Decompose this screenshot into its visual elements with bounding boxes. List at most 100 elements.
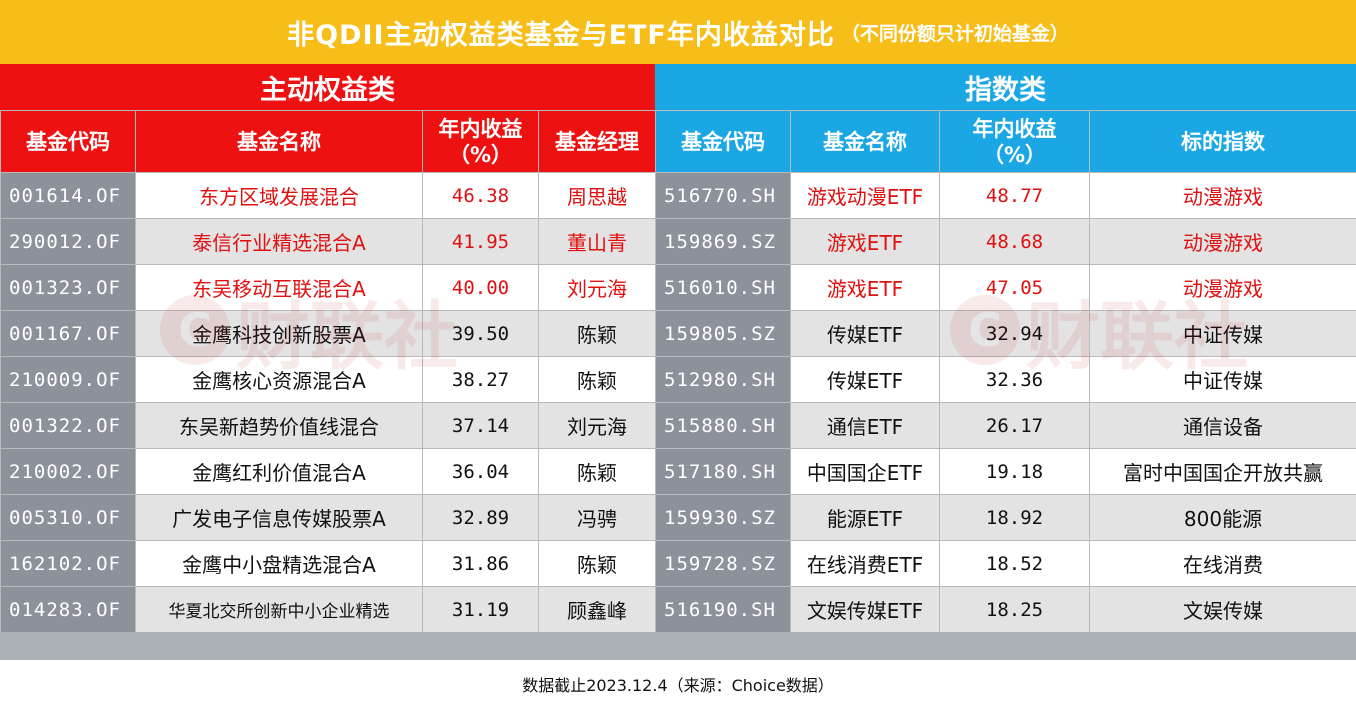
fund-manager: 顾鑫峰 <box>538 586 656 633</box>
index-fund-name: 中国国企ETF <box>790 448 940 495</box>
comparison-table: 基金代码 基金名称 年内收益 （%） 基金经理 基金代码 基金名称 年内收益 （… <box>0 110 1356 633</box>
active-fund-return: 36.04 <box>422 448 539 495</box>
index-fund-return: 18.52 <box>939 540 1090 587</box>
active-fund-name: 东吴移动互联混合A <box>135 264 423 311</box>
index-fund-return: 26.17 <box>939 402 1090 449</box>
fund-manager: 陈颖 <box>538 540 656 587</box>
index-fund-code: 516010.SH <box>655 264 791 311</box>
index-fund-code: 159930.SZ <box>655 494 791 541</box>
fund-manager: 刘元海 <box>538 402 656 449</box>
fund-manager: 冯骋 <box>538 494 656 541</box>
active-fund-name: 华夏北交所创新中小企业精选 <box>135 586 423 633</box>
active-fund-code: 005310.OF <box>0 494 136 541</box>
active-fund-return: 31.86 <box>422 540 539 587</box>
active-fund-return: 39.50 <box>422 310 539 357</box>
active-fund-return: 37.14 <box>422 402 539 449</box>
source-note: 数据截止2023.12.4（来源：Choice数据） <box>0 660 1356 708</box>
section-header-active: 主动权益类 <box>0 64 655 110</box>
active-fund-code: 001167.OF <box>0 310 136 357</box>
active-fund-return: 41.95 <box>422 218 539 265</box>
active-fund-code: 210009.OF <box>0 356 136 403</box>
tracked-index: 在线消费 <box>1089 540 1356 587</box>
index-fund-name: 游戏ETF <box>790 218 940 265</box>
fund-manager: 刘元海 <box>538 264 656 311</box>
fund-manager: 陈颖 <box>538 310 656 357</box>
active-fund-code: 001322.OF <box>0 402 136 449</box>
header-cell: 年内收益 （%） <box>939 110 1090 173</box>
table-row: 001322.OF 东吴新趋势价值线混合 37.14 刘元海 515880.SH 通信ET… <box>0 402 1356 449</box>
index-fund-return: 32.36 <box>939 356 1090 403</box>
header-cell: 基金名称 <box>135 110 423 173</box>
chart-title: 非QDII主动权益类基金与ETF年内收益对比 <box>287 19 835 51</box>
index-fund-code: 159805.SZ <box>655 310 791 357</box>
index-fund-return: 18.25 <box>939 586 1090 633</box>
active-fund-code: 290012.OF <box>0 218 136 265</box>
tracked-index: 动漫游戏 <box>1089 264 1356 311</box>
tracked-index: 动漫游戏 <box>1089 172 1356 219</box>
title-bar: 非QDII主动权益类基金与ETF年内收益对比 （不同份额只计初始基金） <box>0 0 1356 65</box>
index-fund-name: 游戏ETF <box>790 264 940 311</box>
active-fund-name: 金鹰科技创新股票A <box>135 310 423 357</box>
fund-manager: 周思越 <box>538 172 656 219</box>
header-cell: 标的指数 <box>1089 110 1356 173</box>
tracked-index: 通信设备 <box>1089 402 1356 449</box>
index-fund-code: 515880.SH <box>655 402 791 449</box>
index-fund-code: 512980.SH <box>655 356 791 403</box>
active-fund-return: 40.00 <box>422 264 539 311</box>
fund-manager: 陈颖 <box>538 448 656 495</box>
index-fund-code: 516770.SH <box>655 172 791 219</box>
header-cell: 基金经理 <box>538 110 656 173</box>
active-fund-code: 001614.OF <box>0 172 136 219</box>
tracked-index: 动漫游戏 <box>1089 218 1356 265</box>
fund-manager: 陈颖 <box>538 356 656 403</box>
index-fund-name: 游戏动漫ETF <box>790 172 940 219</box>
table-row: 210002.OF 金鹰红利价值混合A 36.04 陈颖 517180.SH 中国国企ET… <box>0 448 1356 495</box>
chart-subtitle: （不同份额只计初始基金） <box>840 22 1069 45</box>
header-cell: 基金代码 <box>0 110 136 173</box>
header-cell: 基金名称 <box>790 110 940 173</box>
index-fund-return: 32.94 <box>939 310 1090 357</box>
section-header-index: 指数类 <box>655 64 1356 110</box>
active-fund-return: 31.19 <box>422 586 539 633</box>
active-fund-name: 东吴新趋势价值线混合 <box>135 402 423 449</box>
tracked-index: 中证传媒 <box>1089 356 1356 403</box>
index-fund-return: 48.77 <box>939 172 1090 219</box>
active-fund-name: 金鹰红利价值混合A <box>135 448 423 495</box>
active-fund-code: 210002.OF <box>0 448 136 495</box>
index-fund-name: 通信ETF <box>790 402 940 449</box>
tracked-index: 富时中国国企开放共赢 <box>1089 448 1356 495</box>
index-fund-return: 19.18 <box>939 448 1090 495</box>
index-fund-code: 517180.SH <box>655 448 791 495</box>
header-row: 基金代码 基金名称 年内收益 （%） 基金经理 基金代码 基金名称 年内收益 （… <box>0 110 1356 173</box>
index-fund-return: 47.05 <box>939 264 1090 311</box>
table-row: 001167.OF 金鹰科技创新股票A 39.50 陈颖 159805.SZ 传媒ETF 3… <box>0 310 1356 357</box>
tracked-index: 文娱传媒 <box>1089 586 1356 633</box>
table-row: 001323.OF 东吴移动互联混合A 40.00 刘元海 516010.SH 游戏ETF… <box>0 264 1356 311</box>
index-fund-return: 18.92 <box>939 494 1090 541</box>
fund-manager: 董山青 <box>538 218 656 265</box>
active-fund-name: 广发电子信息传媒股票A <box>135 494 423 541</box>
active-fund-name: 东方区域发展混合 <box>135 172 423 219</box>
active-fund-return: 32.89 <box>422 494 539 541</box>
active-fund-code: 014283.OF <box>0 586 136 633</box>
index-fund-name: 能源ETF <box>790 494 940 541</box>
blank-row <box>0 632 1356 660</box>
active-fund-return: 46.38 <box>422 172 539 219</box>
index-fund-code: 159728.SZ <box>655 540 791 587</box>
index-fund-name: 传媒ETF <box>790 356 940 403</box>
header-cell: 基金代码 <box>655 110 791 173</box>
table-row: 005310.OF 广发电子信息传媒股票A 32.89 冯骋 159930.SZ 能源ET… <box>0 494 1356 541</box>
index-fund-name: 在线消费ETF <box>790 540 940 587</box>
index-fund-name: 文娱传媒ETF <box>790 586 940 633</box>
table-row: 210009.OF 金鹰核心资源混合A 38.27 陈颖 512980.SH 传媒ETF 3… <box>0 356 1356 403</box>
table-row: 162102.OF 金鹰中小盘精选混合A 31.86 陈颖 159728.SZ 在线消费E… <box>0 540 1356 587</box>
table-row: 290012.OF 泰信行业精选混合A 41.95 董山青 159869.SZ 游戏ETF… <box>0 218 1356 265</box>
active-fund-name: 泰信行业精选混合A <box>135 218 423 265</box>
active-fund-return: 38.27 <box>422 356 539 403</box>
index-fund-code: 516190.SH <box>655 586 791 633</box>
active-fund-name: 金鹰核心资源混合A <box>135 356 423 403</box>
table-body: 001614.OF 东方区域发展混合 46.38 周思越 516770.SH 游戏动漫ET… <box>0 172 1356 633</box>
index-fund-return: 48.68 <box>939 218 1090 265</box>
active-fund-name: 金鹰中小盘精选混合A <box>135 540 423 587</box>
tracked-index: 800能源 <box>1089 494 1356 541</box>
